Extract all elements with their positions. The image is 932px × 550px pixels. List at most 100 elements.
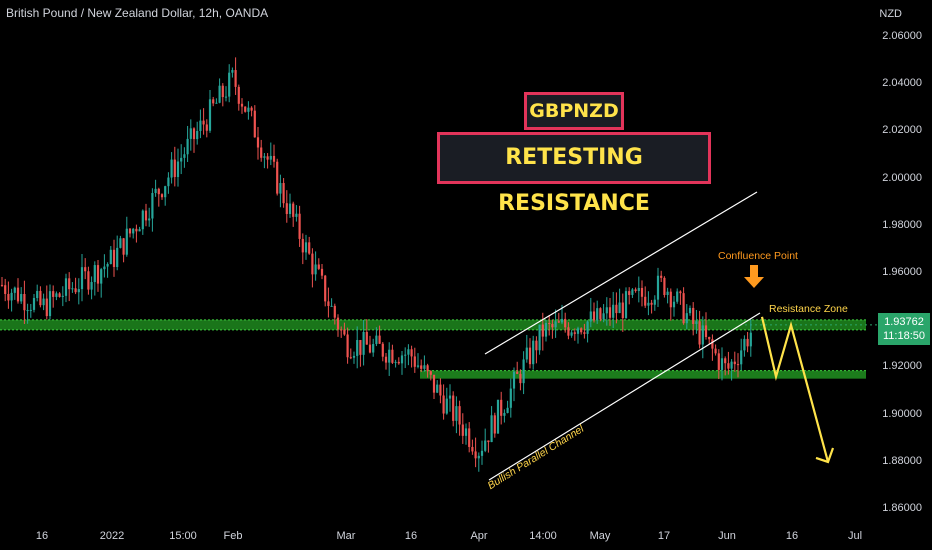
- confluence-arrow-head: [744, 277, 764, 288]
- axis-unit: NZD: [879, 8, 902, 20]
- candle-body: [471, 446, 474, 452]
- candle-body: [279, 183, 282, 194]
- candle-body: [196, 130, 199, 140]
- candle-body: [599, 308, 602, 320]
- candle-body: [631, 289, 634, 295]
- candle-body: [125, 228, 128, 255]
- candle-body: [464, 428, 468, 436]
- x-tick-label: 14:00: [529, 530, 557, 542]
- resistance-zone: [0, 319, 866, 330]
- candle-body: [368, 344, 372, 353]
- candle-body: [103, 266, 106, 270]
- candle-body: [151, 193, 154, 219]
- candle-body: [272, 155, 276, 162]
- candle-body: [84, 267, 87, 272]
- bar-countdown: 11:18:50: [882, 330, 925, 342]
- candle-body: [666, 291, 669, 296]
- candle-body: [128, 228, 132, 234]
- candle-body: [336, 317, 340, 330]
- candle-body: [746, 338, 749, 347]
- candle-body: [640, 287, 644, 297]
- y-tick-label: 2.04000: [882, 77, 922, 90]
- x-tick-label: Feb: [223, 530, 243, 542]
- candle-body: [445, 398, 448, 414]
- candle-body: [244, 106, 247, 112]
- candle-body: [90, 282, 93, 290]
- candle-body: [426, 365, 429, 372]
- candle-body: [304, 242, 308, 253]
- candle-body: [45, 298, 48, 317]
- candle-body: [36, 290, 39, 299]
- candle-body: [509, 388, 512, 408]
- candle-body: [330, 305, 333, 307]
- candle-body: [256, 137, 260, 148]
- channel-upper-line: [484, 191, 758, 355]
- candle-body: [317, 264, 320, 269]
- candle-body: [164, 186, 167, 198]
- candle-body: [736, 364, 740, 366]
- candle-body: [240, 103, 244, 107]
- candle-body: [212, 99, 215, 104]
- candle-body: [733, 361, 736, 365]
- x-tick-label: May: [589, 530, 611, 542]
- confluence-label: Confluence Point: [718, 250, 798, 262]
- candle-body: [224, 96, 228, 98]
- candle-body: [672, 301, 676, 308]
- candle-body: [541, 324, 544, 337]
- candle-body: [656, 275, 660, 300]
- candle-body: [100, 269, 103, 284]
- candle-body: [260, 147, 263, 158]
- candle-body: [436, 384, 439, 393]
- candle-body: [237, 86, 240, 104]
- candle-body: [359, 340, 362, 355]
- resistance-label: Resistance Zone: [769, 303, 848, 315]
- candles: [0, 57, 752, 472]
- candle-body: [135, 228, 138, 232]
- candle-body: [701, 325, 704, 345]
- candle-body: [516, 371, 519, 374]
- candle-body: [468, 428, 471, 447]
- candle-body: [0, 284, 4, 286]
- candle-body: [432, 374, 436, 393]
- candle-body: [647, 302, 650, 306]
- x-tick-label: Apr: [470, 530, 488, 542]
- candle-body: [634, 289, 637, 292]
- y-tick-label: 2.02000: [882, 124, 922, 137]
- candle-body: [362, 331, 365, 355]
- candle-body: [442, 395, 445, 414]
- candle-body: [116, 247, 119, 267]
- candle-body: [564, 318, 567, 328]
- y-tick-label: 1.90000: [882, 407, 922, 420]
- candle-body: [455, 406, 458, 421]
- candle-body: [605, 307, 608, 314]
- candle-body: [109, 249, 112, 265]
- candle-body: [682, 293, 685, 324]
- candle-body: [743, 338, 746, 351]
- candle-body: [160, 194, 164, 198]
- candle-body: [528, 347, 532, 365]
- candle-body: [557, 321, 560, 323]
- candle-body: [154, 188, 157, 194]
- x-tick-label: Jul: [847, 530, 863, 542]
- candle-body: [461, 424, 464, 436]
- candle-body: [407, 349, 410, 355]
- candle-body: [71, 288, 74, 290]
- candle-body: [554, 321, 557, 328]
- candle-body: [29, 309, 32, 311]
- candle-body: [55, 293, 58, 297]
- candle-body: [205, 124, 208, 131]
- candle-body: [132, 228, 135, 234]
- candle-body: [624, 291, 628, 319]
- y-tick-label: 1.92000: [882, 360, 922, 373]
- candle-body: [80, 267, 84, 290]
- candle-body: [173, 159, 176, 178]
- candle-body: [340, 329, 343, 331]
- candle-body: [202, 120, 205, 125]
- candle-body: [458, 406, 461, 425]
- candle-body: [157, 188, 160, 195]
- x-tick-label: 17: [657, 530, 671, 542]
- candle-body: [576, 328, 580, 334]
- candle-body: [388, 349, 391, 363]
- candle-body: [215, 102, 218, 104]
